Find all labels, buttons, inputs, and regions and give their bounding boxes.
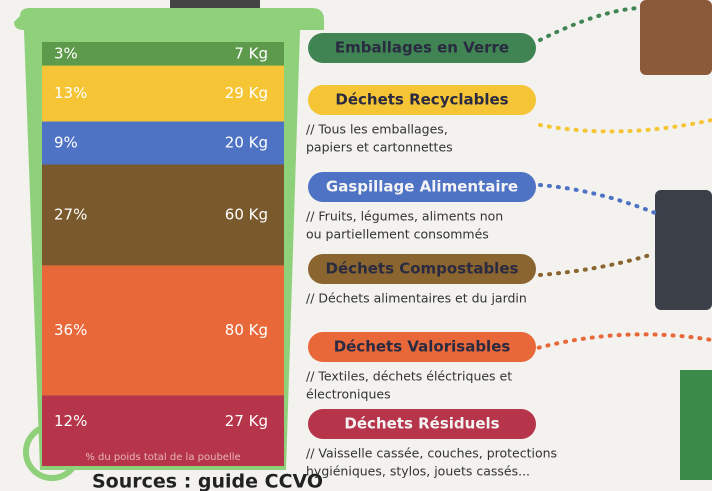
category-label: Déchets Résiduels: [344, 415, 499, 433]
source: Sources : guide CCVO: [92, 471, 323, 491]
category-description: // Vaisselle cassée, couches, protection…: [306, 446, 557, 461]
category-description: // Tous les emballages,: [306, 122, 448, 137]
category-label: Déchets Recyclables: [335, 91, 508, 109]
segment-weight: 7 Kg: [234, 44, 268, 62]
category-description: // Fruits, légumes, aliments non: [306, 209, 503, 224]
category-description: ou partiellement consommés: [306, 227, 489, 242]
category-description: // Déchets alimentaires et du jardin: [306, 291, 527, 306]
segment-weight: 29 Kg: [225, 84, 268, 102]
segment-percent: 13%: [54, 84, 87, 102]
infographic: 3% 7 Kg 13% 29 Kg 9% 20 Kg 27% 60 Kg 36% 80 Kg 12%…: [0, 0, 712, 491]
bin-footnote: % du poids total de la poubelle: [85, 452, 240, 463]
bin-icon: [655, 190, 712, 310]
bin-icon: [640, 0, 712, 75]
category-label: Emballages en Verre: [335, 39, 509, 57]
segment-percent: 9%: [54, 134, 78, 152]
page: 3% 7 Kg 13% 29 Kg 9% 20 Kg 27% 60 Kg 36% 80 Kg 12%…: [0, 0, 712, 491]
bin-icon: [680, 370, 712, 480]
segment-weight: 27 Kg: [225, 412, 268, 430]
lid-handle: [170, 0, 260, 8]
category-description: hygiéniques, stylos, jouets cassés...: [306, 464, 530, 479]
segment-weight: 20 Kg: [225, 134, 268, 152]
category-label: Déchets Valorisables: [334, 338, 511, 356]
segment-percent: 12%: [54, 412, 87, 430]
segment-weight: 80 Kg: [225, 321, 268, 339]
category-description: électroniques: [306, 387, 391, 402]
category-description: papiers et cartonnettes: [306, 140, 453, 155]
category-label: Gaspillage Alimentaire: [326, 178, 518, 196]
segment-percent: 36%: [54, 321, 87, 339]
segment-weight: 60 Kg: [225, 205, 268, 223]
segment-percent: 27%: [54, 205, 87, 223]
segment-percent: 3%: [54, 44, 78, 62]
category-description: // Textiles, déchets éléctriques et: [306, 369, 512, 384]
category-label: Déchets Compostables: [326, 260, 519, 278]
